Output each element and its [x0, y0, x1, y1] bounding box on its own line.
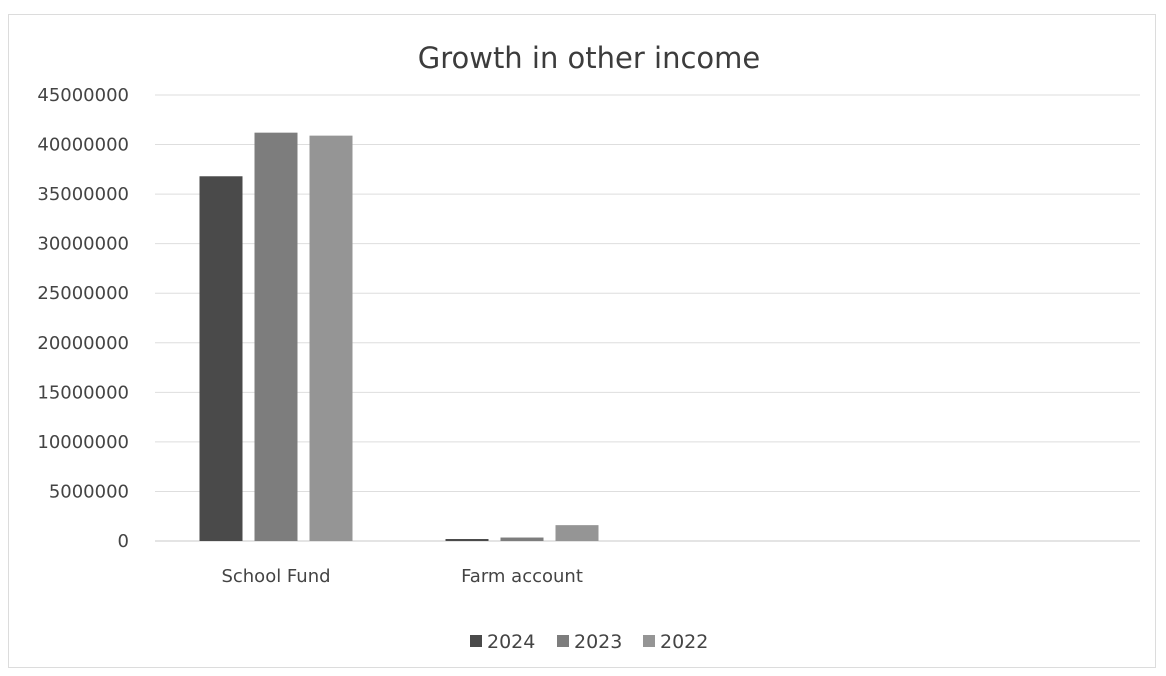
bar-2024-farm-account	[445, 539, 489, 541]
bar-2023-school-fund	[254, 132, 298, 541]
y-tick-label: 20000000	[37, 333, 129, 354]
chart-frame	[8, 14, 1156, 668]
bar-2022-farm-account	[555, 525, 599, 541]
bar-2024-school-fund	[199, 176, 243, 541]
x-category-label: School Fund	[221, 566, 330, 587]
y-tick-label: 45000000	[37, 85, 129, 106]
y-tick-label: 40000000	[37, 135, 129, 156]
legend-label: 2022	[660, 631, 708, 653]
y-tick-label: 25000000	[37, 283, 129, 304]
bar-2023-farm-account	[500, 537, 544, 541]
bar-2022-school-fund	[309, 135, 353, 541]
legend-label: 2023	[574, 631, 622, 653]
x-axis-category-labels: School Fund Farm account	[221, 566, 582, 587]
legend-swatch	[643, 635, 655, 647]
chart-title: Growth in other income	[418, 41, 761, 75]
y-tick-label: 35000000	[37, 184, 129, 205]
bars	[199, 132, 599, 541]
legend-label: 2024	[487, 631, 535, 653]
y-tick-label: 15000000	[37, 382, 129, 403]
y-tick-label: 0	[118, 531, 129, 552]
x-category-label: Farm account	[461, 566, 583, 587]
y-tick-label: 5000000	[49, 481, 129, 502]
y-axis-tick-labels: 0 5000000 10000000 15000000 20000000 25000000…	[37, 85, 129, 552]
y-tick-label: 30000000	[37, 234, 129, 255]
legend: 2024 2023 2022	[470, 631, 708, 653]
y-tick-label: 10000000	[37, 432, 129, 453]
legend-swatch	[470, 635, 482, 647]
legend-swatch	[557, 635, 569, 647]
gridlines	[155, 94, 1140, 542]
